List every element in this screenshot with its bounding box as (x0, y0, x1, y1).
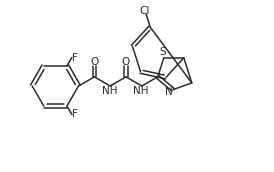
Text: Cl: Cl (139, 6, 150, 16)
Text: N: N (165, 87, 172, 97)
Text: F: F (72, 110, 78, 120)
Text: O: O (122, 57, 130, 67)
Text: F: F (72, 52, 78, 62)
Text: NH: NH (133, 86, 149, 96)
Text: S: S (159, 47, 166, 57)
Text: NH: NH (102, 86, 117, 96)
Text: O: O (90, 57, 98, 67)
